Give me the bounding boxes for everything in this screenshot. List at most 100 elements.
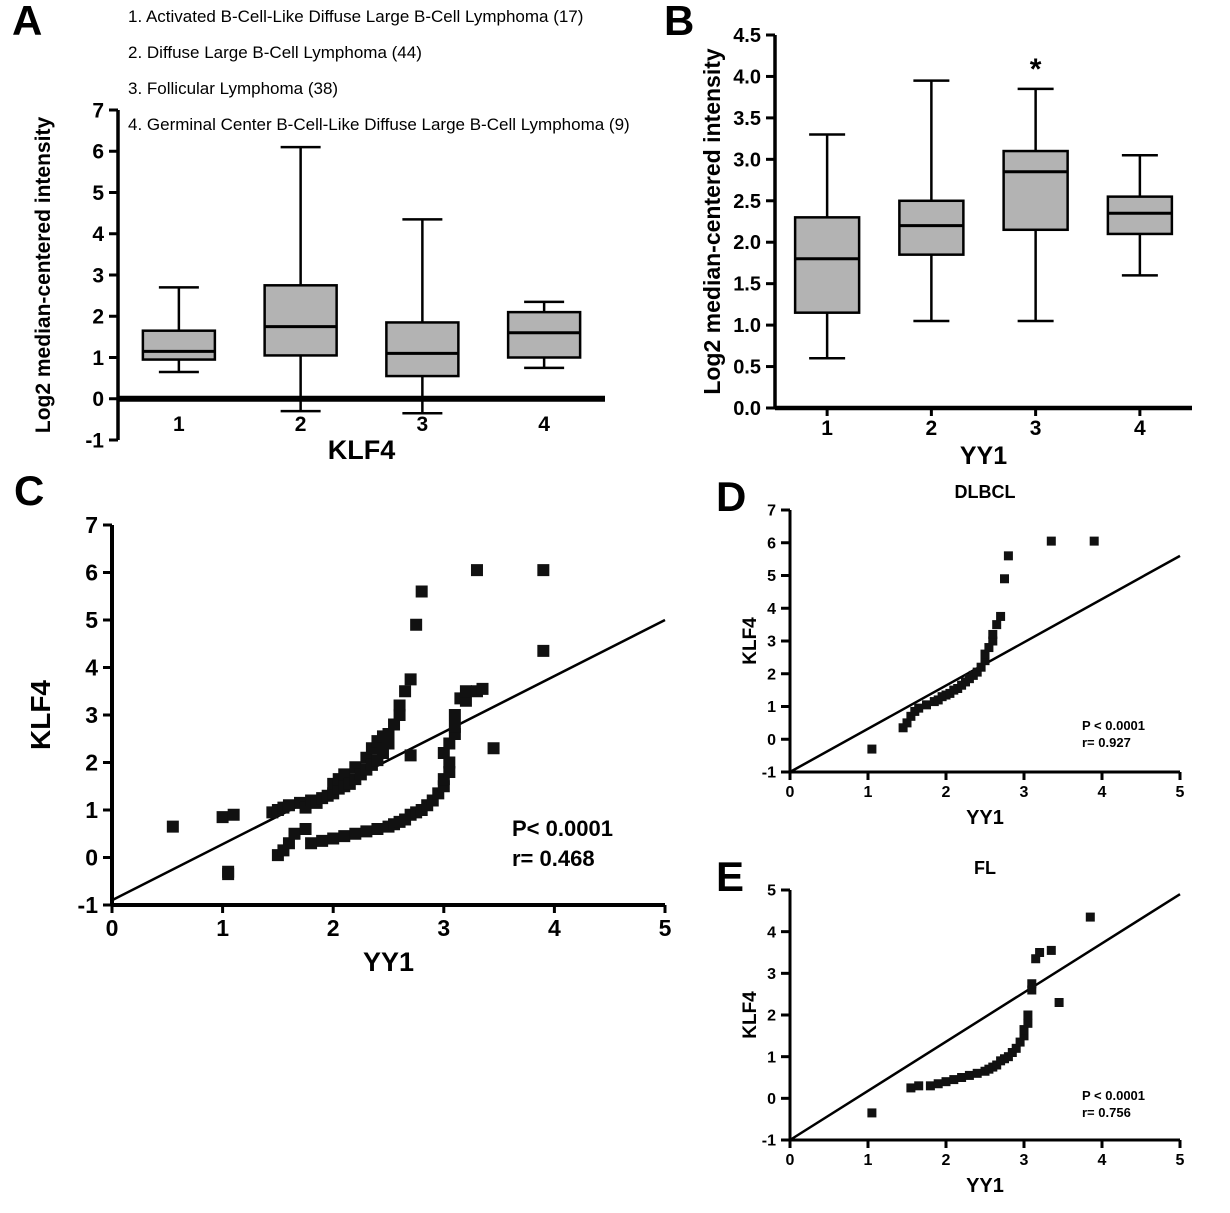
data-point	[1027, 985, 1037, 995]
panel-d-label: D	[716, 473, 747, 520]
x-tick-label: 0	[106, 915, 119, 941]
stats-annotation: r= 0.927	[1082, 735, 1131, 750]
x-tick-label: 1	[864, 784, 873, 801]
y-tick-label: -1	[762, 1133, 776, 1150]
y-tick-label: 7	[767, 503, 776, 520]
legend-item-3: 3. Follicular Lymphoma (38)	[128, 79, 339, 99]
stats-annotation: r= 0.756	[1082, 1105, 1131, 1120]
data-point	[216, 811, 229, 824]
box	[793, 216, 861, 314]
data-point	[941, 1077, 951, 1087]
data-point	[288, 827, 301, 840]
y-tick-label: 2.5	[733, 191, 761, 213]
data-point	[1054, 998, 1064, 1007]
data-point	[222, 868, 235, 881]
data-point	[1019, 1031, 1029, 1041]
box	[263, 284, 338, 357]
x-axis-title: YY1	[966, 1175, 1004, 1197]
data-point	[470, 564, 483, 577]
data-point	[448, 720, 461, 733]
legend-item-1: 1. Activated B-Cell-Like Diffuse Large B…	[128, 7, 584, 26]
y-tick-label: 6	[85, 560, 98, 586]
data-point	[476, 682, 489, 695]
y-tick-label: 4	[92, 223, 104, 246]
panel-e-label: E	[716, 853, 745, 900]
data-point	[437, 747, 450, 759]
panel-a-boxplot-klf4: -1 0 1 2 3 4 5 6 7 Log2 median-centered intensity…	[32, 99, 605, 465]
y-tick-label: 4	[85, 655, 98, 681]
data-point	[415, 585, 428, 598]
data-point	[327, 832, 340, 845]
x-tick-label: 4	[548, 915, 561, 941]
data-point	[902, 718, 912, 728]
data-point	[360, 825, 373, 838]
data-point	[957, 1073, 967, 1082]
data-point	[399, 685, 412, 698]
data-point	[1027, 979, 1037, 989]
y-axis-title: KLF4	[740, 991, 761, 1039]
y-tick-label: 0	[767, 732, 776, 749]
y-tick-label: 4.5	[733, 25, 761, 47]
data-point	[867, 744, 877, 754]
x-tick-label: 2	[327, 915, 340, 941]
y-tick-label: 2	[767, 666, 776, 683]
data-point	[1085, 912, 1095, 922]
data-point	[898, 723, 908, 733]
y-tick-label: 5	[92, 182, 104, 205]
y-tick-label: 5	[85, 607, 98, 633]
data-point	[1019, 1025, 1029, 1035]
y-tick-label: 3	[85, 702, 98, 728]
data-point	[393, 709, 406, 721]
data-point	[443, 766, 456, 778]
data-point	[376, 747, 389, 759]
data-point	[487, 742, 500, 755]
chart-title: FL	[974, 858, 996, 878]
panel-c-label: C	[14, 467, 45, 514]
y-tick-label: 7	[92, 99, 104, 122]
x-tick-label: 1	[216, 915, 229, 941]
data-point	[1011, 1043, 1021, 1053]
y-tick-label: 3.5	[733, 108, 761, 130]
x-tick-label: 2	[295, 413, 307, 436]
data-point	[282, 799, 295, 812]
stats-annotation: P < 0.0001	[1082, 718, 1145, 733]
y-tick-label: 6	[767, 535, 776, 552]
data-point	[382, 728, 395, 740]
stats-annotation: P < 0.0001	[1082, 1088, 1145, 1103]
x-tick-label: 2	[942, 784, 951, 801]
data-point	[1089, 536, 1099, 546]
y-tick-label: 4	[767, 924, 776, 941]
data-point	[972, 1068, 982, 1078]
panel-e-scatter-fl: FL -1 0 1 2 3 4 5 KLF4 0 1 2 3 4 5 YY1 P < 0.0001 r= 0.75…	[740, 858, 1185, 1197]
x-tick-label: 4	[538, 413, 550, 436]
y-tick-label: 0.0	[733, 398, 761, 420]
data-point	[980, 656, 990, 666]
data-point	[1035, 948, 1045, 957]
y-tick-label: 1.5	[733, 274, 761, 296]
data-point	[388, 718, 401, 731]
data-point	[925, 1081, 935, 1091]
box	[385, 321, 460, 378]
data-point	[404, 749, 417, 762]
data-point	[299, 823, 312, 835]
data-point	[393, 699, 406, 712]
data-point	[1023, 1018, 1033, 1028]
data-point	[914, 703, 924, 713]
data-point	[338, 830, 351, 843]
data-point	[1031, 954, 1041, 964]
data-point	[976, 662, 986, 672]
stats-annotation: P< 0.0001	[512, 816, 613, 841]
y-axis-title: KLF4	[740, 617, 761, 665]
data-point	[338, 768, 351, 781]
data-point	[537, 644, 550, 657]
x-tick-label: 3	[437, 915, 450, 941]
y-axis-title: Log2 median-centered intensity	[699, 48, 725, 395]
y-tick-label: 7	[85, 512, 98, 538]
y-tick-label: 4	[767, 601, 776, 618]
x-tick-label: 3	[417, 413, 429, 436]
data-point	[972, 667, 982, 677]
data-point	[988, 636, 998, 646]
y-tick-label: 1.0	[733, 315, 761, 337]
y-tick-label: 5	[767, 883, 776, 900]
box	[506, 310, 582, 359]
